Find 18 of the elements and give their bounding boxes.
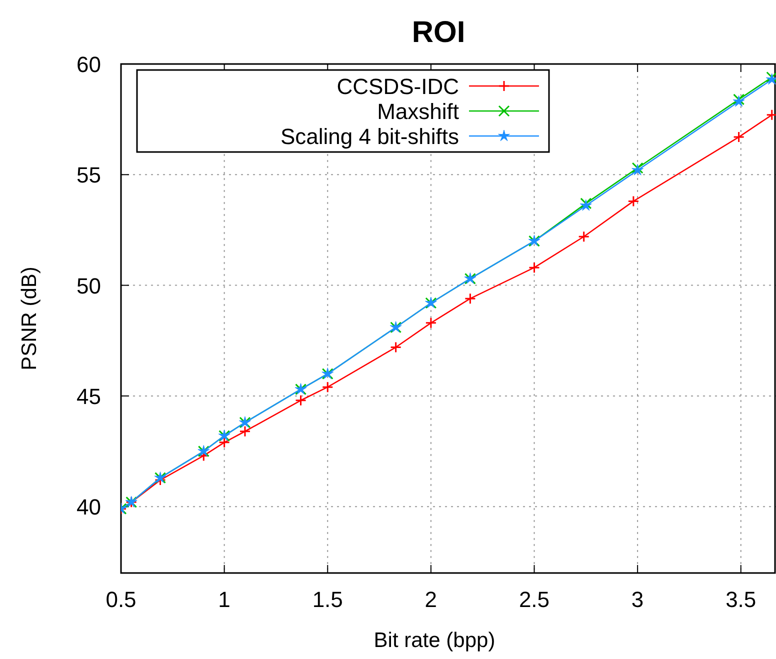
chart-title: ROI xyxy=(412,16,466,49)
x-tick-label: 0.5 xyxy=(106,587,136,612)
legend-label: Scaling 4 bit-shifts xyxy=(280,124,459,149)
x-tick-label: 3 xyxy=(631,587,644,612)
y-tick-label: 60 xyxy=(76,52,101,77)
x-tick-label: 1.5 xyxy=(312,587,343,612)
x-tick-label: 2.5 xyxy=(518,587,550,612)
y-axis-title: PSNR (dB) xyxy=(18,266,41,370)
x-tick-label: 2 xyxy=(424,587,438,612)
legend-label: Maxshift xyxy=(377,99,459,124)
y-tick-label: 40 xyxy=(76,494,101,520)
x-tick-label: 1 xyxy=(218,587,230,612)
legend-label: CCSDS-IDC xyxy=(336,74,460,99)
y-tick-label: 50 xyxy=(76,273,101,298)
x-axis-title: Bit rate (bpp) xyxy=(374,629,496,652)
y-tick-label: 45 xyxy=(76,384,101,409)
y-tick-label: 55 xyxy=(76,162,101,188)
x-tick-label: 3.5 xyxy=(726,587,756,612)
